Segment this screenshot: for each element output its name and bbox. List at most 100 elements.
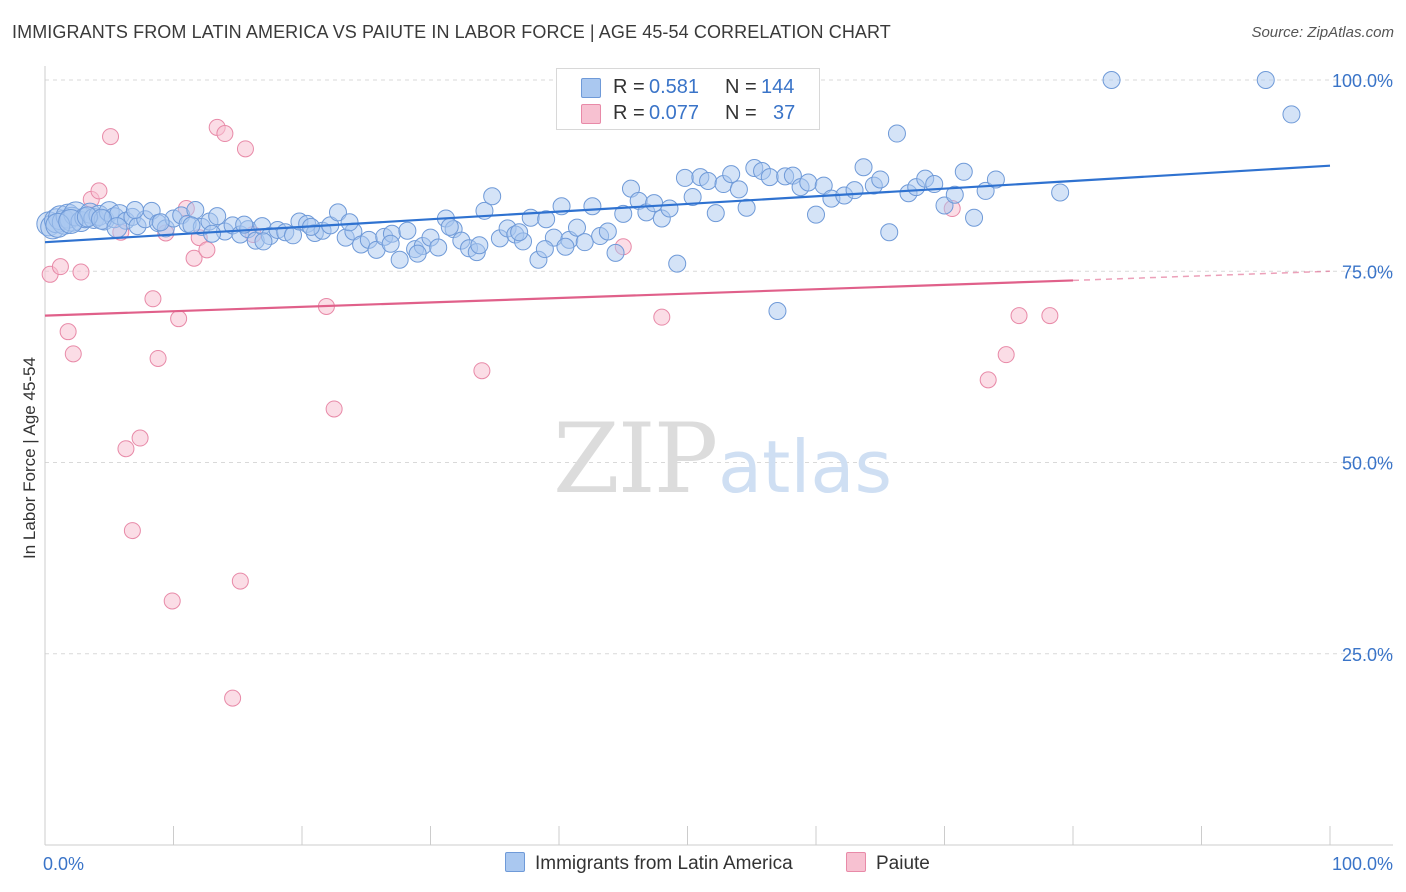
gridlines — [45, 79, 1393, 655]
data-point-latin-america — [1051, 183, 1070, 202]
chart-title: IMMIGRANTS FROM LATIN AMERICA VS PAIUTE … — [12, 22, 891, 42]
data-point-latin-america — [706, 204, 725, 223]
data-point-paiute — [473, 362, 491, 380]
data-point-latin-america — [483, 187, 502, 206]
data-point-latin-america — [521, 208, 540, 227]
data-point-paiute — [123, 522, 141, 540]
data-point-latin-america — [986, 170, 1005, 189]
data-point-latin-america — [871, 170, 890, 189]
data-point-paiute — [1010, 307, 1028, 325]
data-point-latin-america — [106, 217, 128, 239]
data-point-paiute — [144, 290, 162, 308]
data-point-paiute — [997, 346, 1015, 364]
data-point-latin-america — [660, 199, 679, 218]
data-point-latin-america — [598, 222, 617, 241]
data-point-latin-america — [203, 224, 222, 243]
data-point-latin-america — [186, 201, 205, 220]
data-point-latin-america — [340, 213, 359, 232]
data-point-latin-america — [390, 250, 409, 269]
data-point-latin-america — [807, 205, 825, 224]
watermark-atlas: atlas — [718, 425, 892, 509]
data-point-paiute — [102, 128, 120, 146]
y-axis-label: In Labor Force | Age 45-54 — [20, 357, 39, 559]
data-point-paiute — [149, 349, 167, 367]
data-point-paiute — [198, 241, 216, 259]
legend-row-latin-america: R = 0.581 N = 144 — [557, 75, 819, 101]
data-point-latin-america — [668, 254, 687, 273]
legend-swatch-blue — [581, 78, 601, 98]
data-point-latin-america — [729, 180, 748, 199]
data-point-latin-america — [510, 223, 529, 242]
bottom-legend-swatch-blue — [505, 852, 525, 872]
data-point-latin-america — [954, 162, 973, 181]
data-point-paiute — [170, 310, 188, 328]
data-point-paiute — [653, 308, 671, 326]
data-point-latin-america — [683, 188, 702, 207]
data-point-paiute — [117, 440, 135, 458]
data-point-paiute — [51, 258, 69, 276]
legend-n-value: 37 — [773, 102, 796, 124]
data-point-paiute — [325, 400, 343, 418]
data-point-latin-america — [535, 240, 554, 259]
data-point-latin-america — [408, 244, 427, 263]
data-point-latin-america — [799, 173, 818, 192]
data-point-paiute — [59, 323, 77, 341]
y-tick-label: 100.0% — [1332, 71, 1393, 91]
legend-n-value: 144 — [761, 76, 795, 98]
data-point-latin-america — [760, 168, 779, 187]
bottom-legend-latin-america: Immigrants from Latin America — [505, 852, 793, 876]
data-point-latin-america — [381, 234, 400, 253]
data-point-latin-america — [556, 237, 575, 256]
x-tick-label: 0.0% — [43, 854, 84, 874]
data-point-latin-america — [583, 197, 602, 216]
data-point-paiute — [64, 345, 82, 363]
legend-swatch-pink — [581, 104, 601, 124]
data-point-latin-america — [675, 168, 694, 187]
data-point-paiute — [72, 263, 90, 281]
data-point-latin-america — [208, 207, 227, 226]
series-paiute-points — [41, 71, 1059, 707]
data-point-latin-america — [645, 194, 664, 213]
data-point-latin-america — [470, 236, 489, 255]
trend-lines — [44, 164, 1331, 317]
bottom-legend-label: Immigrants from Latin America — [535, 853, 793, 874]
data-point-latin-america — [537, 210, 556, 229]
data-point-paiute — [216, 125, 234, 143]
axes — [44, 66, 1393, 846]
legend-row-paiute: R = 0.077 N = 37 — [557, 101, 819, 127]
data-point-latin-america — [722, 165, 741, 184]
data-point-paiute — [236, 140, 254, 158]
legend-r-value: 0.581 — [649, 76, 700, 98]
data-point-latin-america — [854, 158, 873, 177]
data-point-paiute — [224, 689, 242, 707]
data-point-latin-america — [880, 223, 899, 242]
data-point-latin-america — [945, 185, 964, 204]
data-point-latin-america — [699, 171, 718, 190]
watermark-zip: ZIP — [553, 403, 716, 515]
data-point-latin-america — [1282, 105, 1301, 124]
tick-labels: 25.0% 50.0% 75.0% 100.0% 0.0% 100.0% — [43, 71, 1393, 874]
legend-r-value: 0.077 — [649, 102, 700, 124]
data-point-latin-america — [845, 181, 864, 200]
correlation-legend: R = 0.581 N = 144 R = 0.077 N = 37 — [556, 68, 820, 130]
data-point-latin-america — [768, 302, 787, 321]
data-point-latin-america — [328, 203, 347, 222]
data-point-latin-america — [1102, 71, 1121, 89]
y-tick-label: 50.0% — [1342, 454, 1393, 474]
y-tick-label: 75.0% — [1342, 262, 1393, 282]
trend-line-paiute — [44, 279, 1074, 317]
watermark: ZIP atlas — [553, 403, 892, 515]
data-point-paiute — [90, 182, 108, 200]
data-point-latin-america — [965, 208, 984, 227]
data-point-latin-america — [440, 217, 459, 236]
legend-n-label: N = — [725, 102, 757, 124]
bottom-legend-label: Paiute — [876, 853, 930, 874]
y-tick-label: 25.0% — [1342, 645, 1393, 665]
data-point-latin-america — [887, 124, 906, 143]
data-point-latin-america — [182, 216, 201, 235]
data-point-latin-america — [254, 232, 273, 251]
data-point-latin-america — [1256, 71, 1275, 89]
legend-r-label: R = — [613, 76, 645, 98]
bottom-legend-paiute: Paiute — [846, 852, 930, 876]
